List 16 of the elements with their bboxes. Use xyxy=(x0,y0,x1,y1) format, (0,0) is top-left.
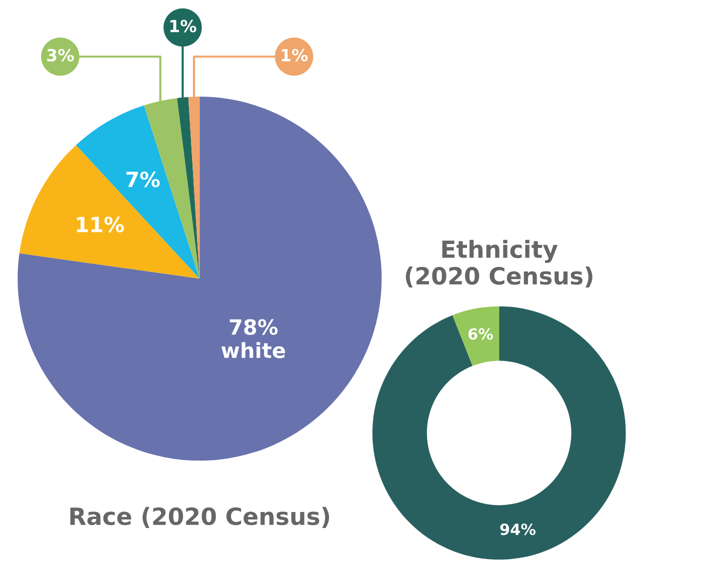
slice-label: white xyxy=(221,342,286,358)
data-label: 78% xyxy=(230,319,278,335)
data-label: 6% xyxy=(468,328,493,340)
donut-slice xyxy=(372,306,626,560)
data-label: 7% xyxy=(126,172,160,188)
data-label: 11% xyxy=(77,216,124,232)
data-label: 94% xyxy=(500,524,536,536)
donut-slice xyxy=(452,306,500,366)
text: Race (2020 Census) xyxy=(70,506,330,528)
pie-slice xyxy=(19,145,200,279)
pie-slice xyxy=(76,105,200,279)
chart-title: Ethnicity (2020 Census) xyxy=(406,240,592,288)
data-label: 1% xyxy=(282,48,308,62)
data-label: 3% xyxy=(47,48,74,62)
pie-slice xyxy=(18,96,382,461)
data-label: 1% xyxy=(170,20,196,32)
